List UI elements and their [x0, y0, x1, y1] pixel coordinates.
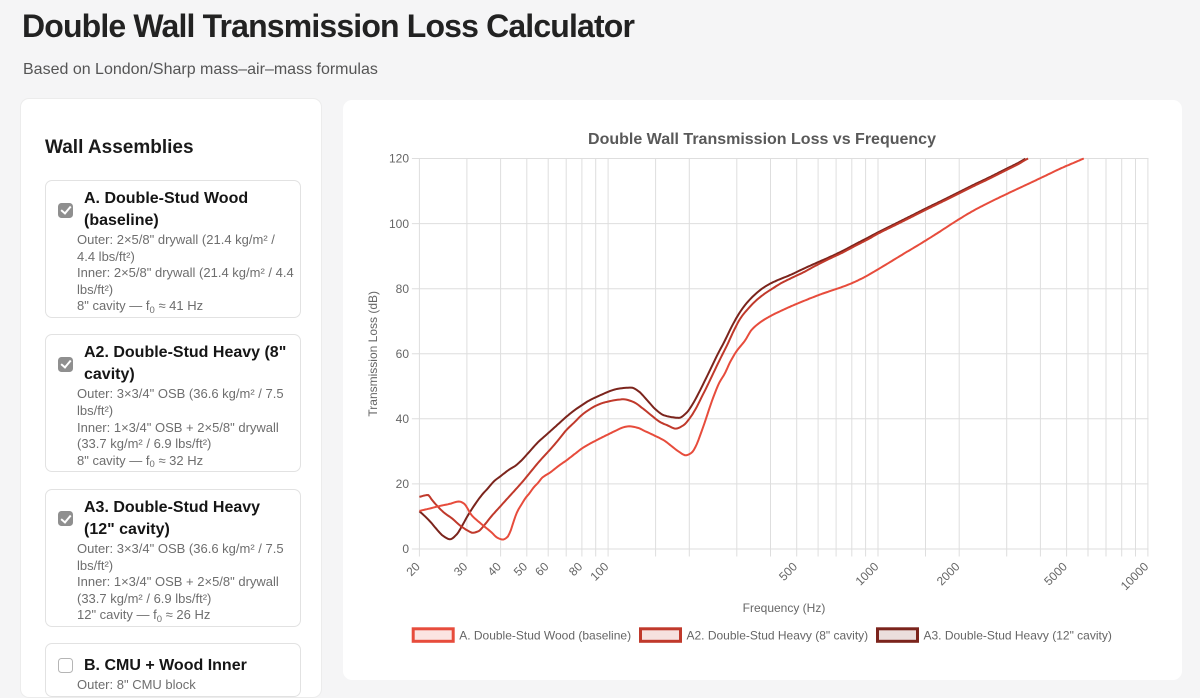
svg-text:40: 40: [485, 559, 505, 579]
svg-text:1000: 1000: [853, 559, 882, 588]
svg-text:40: 40: [396, 412, 410, 426]
svg-text:120: 120: [389, 152, 409, 166]
svg-text:30: 30: [451, 559, 471, 579]
svg-text:A3. Double-Stud Heavy (12" cav: A3. Double-Stud Heavy (12" cavity): [924, 628, 1112, 642]
svg-text:20: 20: [403, 559, 423, 579]
svg-text:Transmission Loss (dB): Transmission Loss (dB): [366, 291, 380, 417]
svg-text:0: 0: [402, 542, 409, 556]
svg-text:A. Double-Stud Wood (baseline): A. Double-Stud Wood (baseline): [459, 628, 631, 642]
svg-text:Frequency (Hz): Frequency (Hz): [743, 601, 826, 615]
svg-text:80: 80: [396, 282, 410, 296]
svg-text:60: 60: [532, 559, 552, 579]
svg-text:2000: 2000: [934, 559, 963, 588]
svg-text:10000: 10000: [1118, 559, 1152, 593]
svg-text:Double Wall Transmission Loss: Double Wall Transmission Loss vs Frequen…: [588, 131, 936, 148]
svg-text:100: 100: [587, 559, 611, 583]
svg-text:80: 80: [566, 559, 586, 579]
svg-text:50: 50: [511, 559, 531, 579]
svg-text:A2. Double-Stud Heavy (8" cavi: A2. Double-Stud Heavy (8" cavity): [687, 628, 869, 642]
svg-text:20: 20: [396, 477, 410, 491]
svg-text:100: 100: [389, 217, 409, 231]
svg-text:500: 500: [776, 559, 800, 583]
svg-text:60: 60: [396, 347, 410, 361]
svg-text:5000: 5000: [1041, 559, 1070, 588]
